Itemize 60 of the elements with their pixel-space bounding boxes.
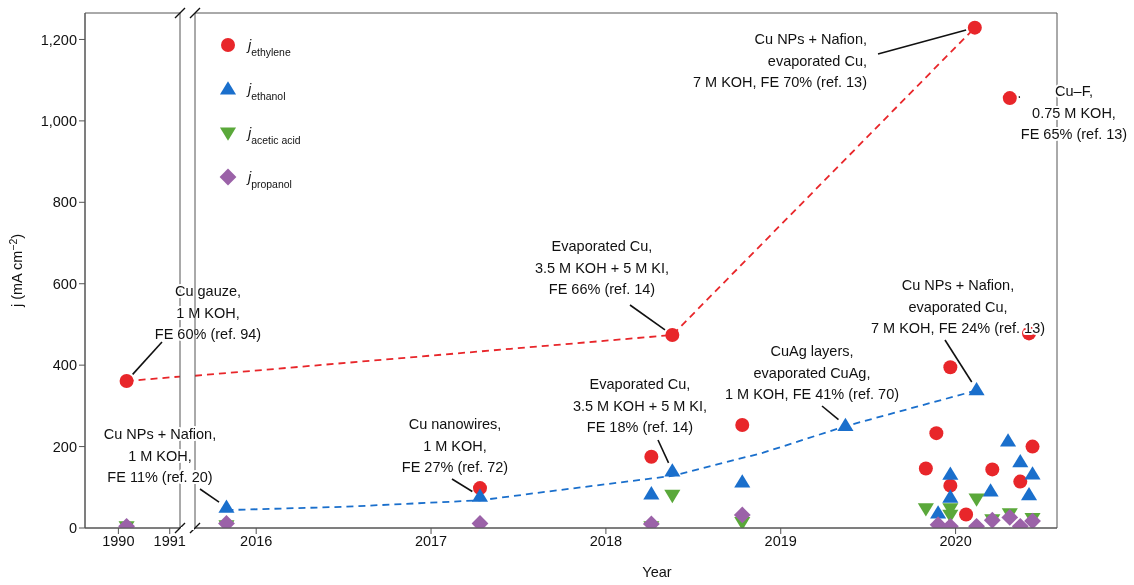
point	[943, 360, 958, 375]
annotation: Cu NPs + Nafion, evaporated Cu, 7 M KOH, FE 24% (ref. 13)	[870, 277, 1046, 336]
point	[471, 488, 489, 502]
point	[664, 463, 681, 477]
annotation: Cu–F, 0.75 M KOH, FE 65% (ref. 13)	[1020, 83, 1128, 142]
y-tick-label: 0	[68, 520, 77, 537]
x-tick-label: 2018	[589, 533, 623, 550]
point	[837, 417, 854, 432]
annotation: Evaporated Cu, 3.5 M KOH + 5 M KI, FE 18% (ref. 14)	[572, 376, 708, 435]
point	[218, 499, 235, 513]
point	[1025, 439, 1040, 454]
x-tick-label: 2016	[240, 533, 273, 550]
point	[942, 489, 959, 503]
point	[735, 418, 750, 432]
legend-label: j$_{propanol}$	[246, 169, 292, 190]
point	[942, 466, 959, 480]
annotation: Cu nanowires, 1 M KOH, FE 27% (ref. 72)	[401, 416, 509, 475]
point	[733, 506, 751, 524]
x-tick-label: 2020	[939, 533, 972, 550]
legend-label: j$_{ethanol}$	[246, 81, 286, 102]
y-tick-label: 400	[52, 357, 77, 374]
y-tick-label: 1,000	[40, 113, 77, 130]
point	[1012, 453, 1029, 468]
x-tick-label: 1991	[153, 533, 186, 550]
point	[1002, 91, 1017, 106]
point	[1013, 474, 1028, 489]
x-axis-title: Year	[642, 564, 672, 580]
point	[967, 20, 982, 35]
point	[985, 462, 1000, 477]
x-tick-label: 2019	[764, 533, 797, 550]
legend-label: j$_{ethylene}$	[246, 37, 291, 58]
x-tick-label: 1990	[102, 533, 135, 550]
point	[665, 328, 680, 343]
annotation: Cu gauze, 1 M KOH, FE 60% (ref. 94)	[154, 283, 262, 342]
point	[734, 474, 751, 488]
point	[918, 461, 933, 476]
point	[1024, 466, 1041, 480]
annotation: Cu NPs + Nafion, evaporated Cu, 7 M KOH, FE 70% (ref. 13)	[692, 31, 867, 90]
y-tick-label: 600	[52, 275, 77, 292]
y-tick-label: 1,200	[40, 31, 77, 48]
point	[968, 381, 985, 396]
annotation: CuAg layers, evaporated CuAg, 1 M KOH, FE 41% (ref. 70)	[724, 343, 900, 402]
point	[930, 505, 947, 519]
point	[644, 449, 659, 464]
y-tick-label: 200	[52, 438, 77, 455]
point	[929, 426, 944, 441]
legend-label: j$_{acetic acid}$	[246, 125, 301, 146]
point	[917, 503, 934, 517]
point	[1001, 509, 1019, 526]
annotation: Cu NPs + Nafion, 1 M KOH, FE 11% (ref. 20)	[103, 426, 217, 485]
point	[1020, 486, 1038, 501]
point	[999, 433, 1017, 447]
point	[664, 489, 681, 504]
annotation: Evaporated Cu, 3.5 M KOH + 5 M KI, FE 66% (ref. 14)	[534, 238, 670, 297]
point	[968, 493, 985, 507]
point	[959, 507, 974, 522]
x-tick-label: 2017	[414, 533, 448, 550]
point	[643, 486, 660, 500]
point	[982, 483, 999, 497]
y-tick-label: 800	[52, 194, 77, 211]
